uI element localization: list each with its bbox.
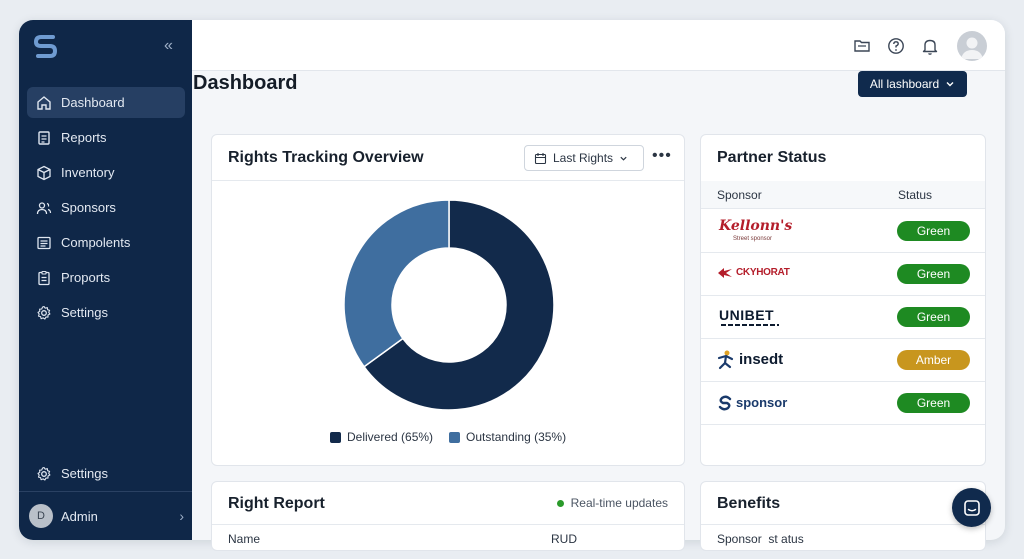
sidebar-item-label: Sponsors — [61, 200, 116, 215]
sidebar-item-compolents[interactable]: Compolents — [27, 227, 185, 258]
sidebar-item-settings[interactable]: Settings — [27, 297, 185, 328]
column-header-rud: RUD — [551, 532, 577, 546]
sponsor-logo-sponsor: sponsor — [736, 395, 788, 410]
sidebar-item-proports[interactable]: Proports — [27, 262, 185, 293]
chat-icon — [963, 499, 980, 516]
donut-chart — [343, 199, 555, 411]
legend-label: Delivered (65%) — [347, 430, 434, 444]
period-select[interactable]: Last Rights — [524, 145, 644, 171]
folder-icon[interactable] — [852, 36, 872, 56]
sidebar-item-dashboard[interactable]: Dashboard — [27, 87, 185, 118]
more-options-icon[interactable]: ••• — [652, 147, 672, 164]
benefits-card: Benefits Sponsor st atus — [700, 481, 986, 551]
status-badge: Green — [897, 393, 970, 413]
legend-label: Outstanding (35%) — [466, 430, 567, 444]
help-icon[interactable] — [886, 36, 906, 56]
collapse-sidebar-icon[interactable]: « — [164, 37, 173, 54]
admin-menu[interactable]: D Admin › — [29, 503, 184, 529]
chevron-right-icon: › — [179, 508, 184, 524]
bell-icon[interactable] — [920, 36, 940, 56]
sidebar-item-sponsors[interactable]: Sponsors — [27, 192, 185, 223]
sidebar: « Dashboard Reports Inventory Sponsors C… — [19, 20, 192, 540]
sidebar-item-label: Reports — [61, 130, 107, 145]
table-row[interactable]: CKYHORAT Green — [701, 253, 985, 296]
column-header-sponsor-status: Sponsor st atus — [717, 532, 804, 546]
users-icon — [36, 201, 52, 214]
sidebar-item-label: Compolents — [61, 235, 131, 250]
legend-swatch — [449, 431, 461, 443]
card-title: Right Report — [228, 495, 325, 512]
card-divider — [212, 524, 684, 525]
live-dot-icon — [556, 499, 564, 507]
sidebar-item-label: Settings — [61, 305, 108, 320]
donut-slice-delivered[interactable] — [363, 199, 555, 411]
partner-status-card: Partner Status Sponsor Status Kellonn's … — [700, 134, 986, 466]
legend-swatch — [330, 431, 341, 443]
card-title: Benefits — [717, 495, 781, 512]
document-icon — [38, 130, 50, 145]
table-header: Sponsor Status — [701, 181, 985, 209]
user-silhouette-icon — [961, 37, 983, 59]
dropdown-label: All lashboard — [869, 77, 940, 91]
column-header-status: Status — [898, 188, 933, 202]
sponsor-logo-kellonns: Kellonn's — [719, 218, 793, 234]
sidebar-item-label: Settings — [61, 466, 108, 481]
card-divider — [701, 524, 985, 525]
status-badge: Green — [897, 221, 970, 241]
status-badge: Green — [897, 264, 970, 284]
gear-icon — [37, 305, 51, 320]
admin-label: Admin — [61, 508, 98, 524]
donut-slice-outstanding[interactable] — [343, 199, 450, 368]
chevron-down-icon — [620, 156, 627, 161]
sidebar-item-label: Inventory — [61, 165, 115, 180]
sidebar-item-label: Dashboard — [61, 95, 125, 110]
legend-item-delivered: Delivered (65%) — [330, 430, 433, 444]
user-avatar[interactable] — [957, 31, 987, 61]
status-badge: Green — [897, 307, 970, 327]
realtime-indicator: Real-time updates — [556, 496, 668, 510]
column-header-name: Name — [228, 532, 261, 546]
card-title: Partner Status — [717, 149, 827, 166]
avatar: D — [29, 504, 53, 528]
sidebar-item-label: Proports — [61, 270, 111, 285]
status-badge: Amber — [897, 350, 970, 370]
home-icon — [37, 95, 51, 110]
list-icon — [37, 236, 51, 249]
sponsor-logo-insedt: insedt — [739, 351, 784, 368]
table-row[interactable]: Kellonn's Street sponsor Green — [701, 210, 985, 253]
sponsor-swirl-icon — [718, 395, 732, 411]
sponsor-mark-icon — [718, 268, 732, 278]
right-report-card: Right Report Real-time updates Name RUD — [211, 481, 685, 551]
brand-logo — [33, 35, 58, 58]
top-bar — [192, 20, 1005, 71]
column-header-sponsor: Sponsor — [717, 188, 762, 202]
realtime-label: Real-time updates — [570, 496, 668, 510]
sponsor-figure-icon — [717, 350, 734, 370]
table-row[interactable]: UNIBET Green — [701, 296, 985, 339]
card-title: Rights Tracking Overview — [228, 149, 424, 166]
legend-item-outstanding: Outstanding (35%) — [449, 430, 566, 444]
sponsor-underline-icon — [721, 324, 779, 326]
chat-button[interactable] — [952, 488, 991, 527]
sidebar-divider — [19, 491, 192, 492]
box-icon — [37, 165, 51, 180]
sidebar-item-inventory[interactable]: Inventory — [27, 157, 185, 188]
chart-legend: Delivered (65%) Outstanding (35%) — [330, 430, 566, 444]
card-divider — [212, 180, 684, 181]
sponsor-logo-ckyhorat: CKYHORAT — [736, 267, 790, 278]
all-dashboard-dropdown[interactable]: All lashboard — [858, 71, 967, 97]
sidebar-item-reports[interactable]: Reports — [27, 122, 185, 153]
table-row[interactable]: insedt Amber — [701, 339, 985, 382]
gear-icon — [37, 466, 51, 481]
sponsor-logo-unibet: UNIBET — [719, 307, 775, 323]
table-row[interactable]: sponsor Green — [701, 382, 985, 425]
calendar-icon — [534, 152, 547, 164]
period-label: Last Rights — [553, 151, 614, 165]
clipboard-icon — [38, 270, 50, 285]
page-title: Dashboard — [193, 72, 298, 94]
sidebar-item-settings-bottom[interactable]: Settings — [27, 458, 185, 489]
chevron-down-icon — [946, 82, 954, 87]
sponsor-tagline: Street sponsor — [733, 236, 773, 242]
rights-tracking-card: Rights Tracking Overview Last Rights •••… — [211, 134, 685, 466]
